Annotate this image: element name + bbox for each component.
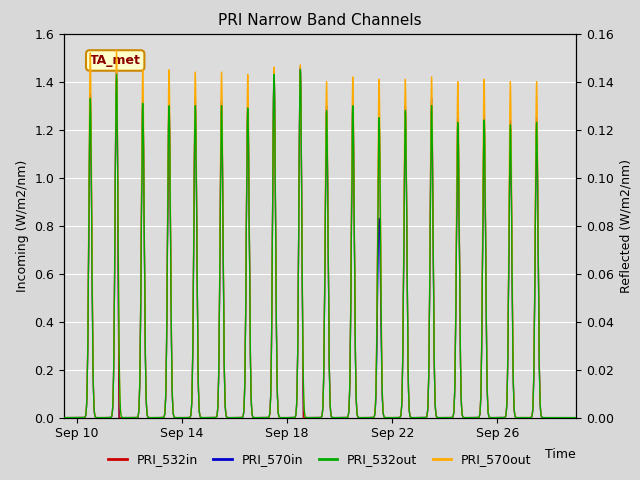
Text: TA_met: TA_met	[90, 54, 141, 67]
X-axis label: Time: Time	[545, 448, 576, 461]
Title: PRI Narrow Band Channels: PRI Narrow Band Channels	[218, 13, 422, 28]
Y-axis label: Reflected (W/m2/nm): Reflected (W/m2/nm)	[620, 158, 632, 293]
Y-axis label: Incoming (W/m2/nm): Incoming (W/m2/nm)	[16, 159, 29, 292]
Legend: PRI_532in, PRI_570in, PRI_532out, PRI_570out: PRI_532in, PRI_570in, PRI_532out, PRI_57…	[103, 448, 537, 471]
